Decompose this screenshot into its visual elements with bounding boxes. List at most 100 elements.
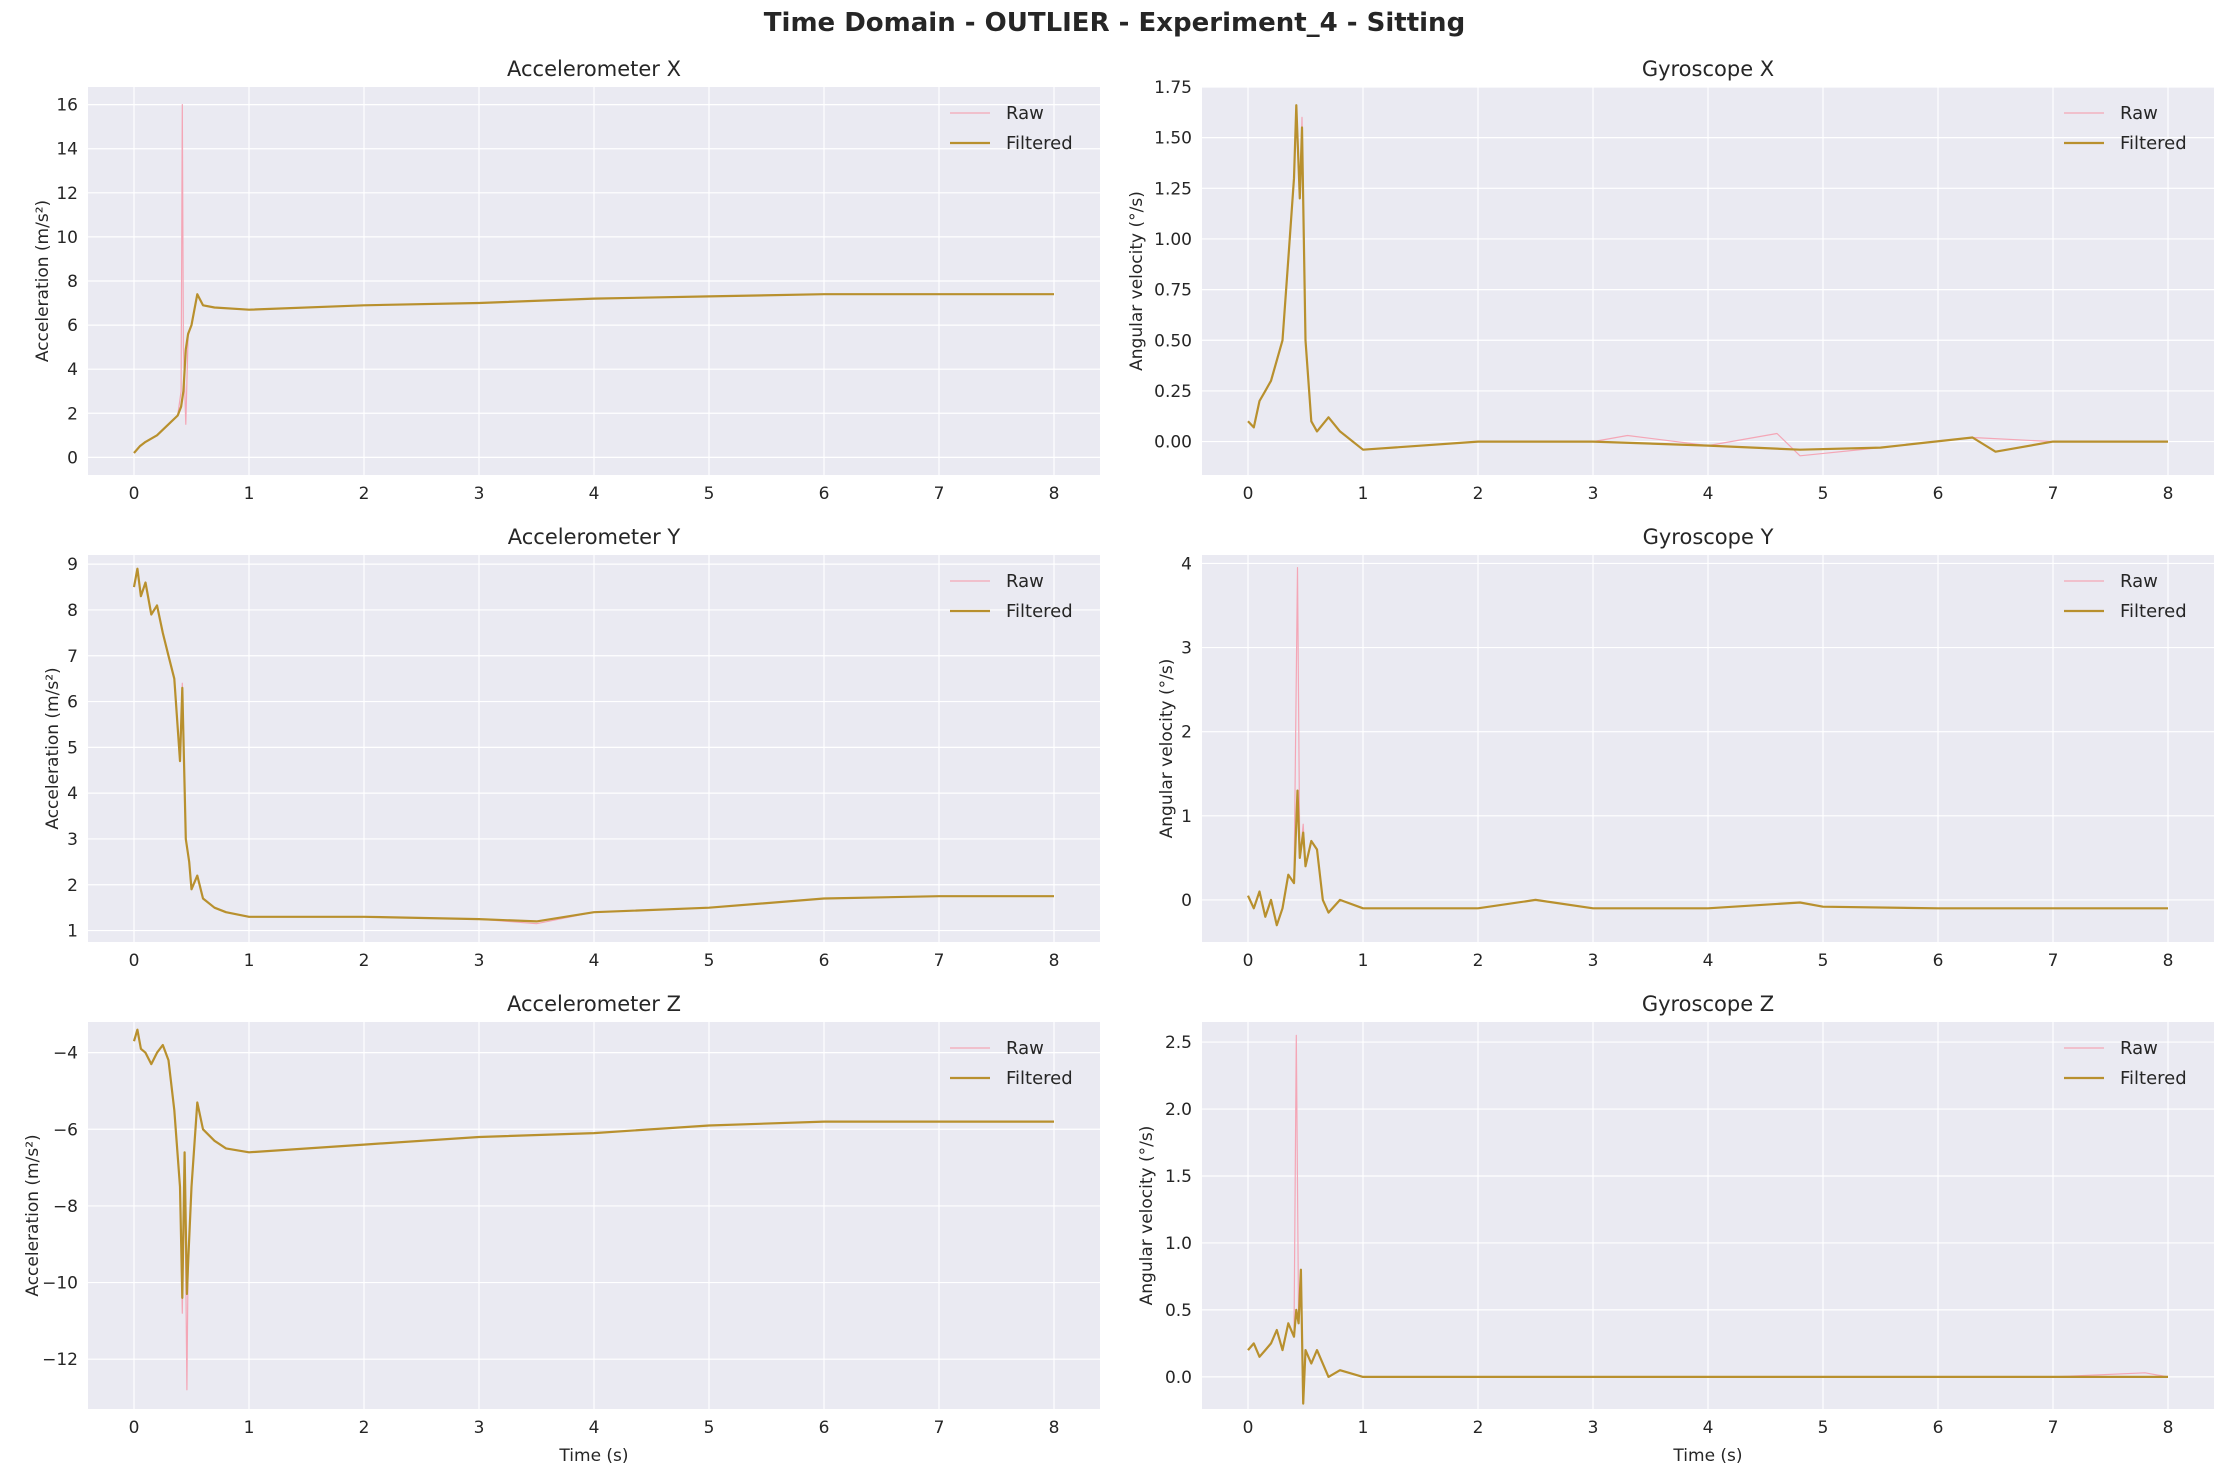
chart-4-xtick-label: 7 xyxy=(934,1418,945,1438)
chart-4-legend-label-filtered: Filtered xyxy=(1006,1068,1073,1089)
chart-2-xtick-label: 4 xyxy=(589,951,600,971)
chart-5-panel: 0 1 2 3 4 5 6 7 8 0.0 0.5 1.0 1.5 2.0 2.5 Gyroscope Z An… xyxy=(1137,992,2214,1466)
chart-4-legend-label-raw: Raw xyxy=(1006,1038,1044,1059)
chart-1-panel: 0 1 2 3 4 5 6 7 8 0.00 0.25 0.50 0.75 1.00 1.25 1.50 1.7… xyxy=(1127,57,2214,504)
chart-2-ytick-label: 7 xyxy=(67,647,78,667)
chart-0-legend-label-raw: Raw xyxy=(1006,103,1044,124)
chart-1-xtick-label: 6 xyxy=(1933,484,1944,504)
chart-5-legend-label-raw: Raw xyxy=(2120,1038,2158,1059)
chart-2-ytick-label: 3 xyxy=(67,830,78,850)
chart-2-ytick-label: 2 xyxy=(67,876,78,896)
chart-2-ytick-label: 9 xyxy=(67,555,78,575)
chart-5-xtick-label: 2 xyxy=(1473,1418,1484,1438)
chart-1-ytick-label: 1.75 xyxy=(1154,78,1192,98)
chart-2-ytick-label: 8 xyxy=(67,601,78,621)
figure-suptitle: Time Domain - OUTLIER - Experiment_4 - S… xyxy=(763,8,1466,38)
chart-1-title: Gyroscope X xyxy=(1642,57,1774,81)
chart-0-ytick-label: 8 xyxy=(67,272,78,292)
chart-0-xtick-label: 3 xyxy=(474,484,485,504)
chart-2-ytick-label: 4 xyxy=(67,784,78,804)
chart-2-xtick-label: 0 xyxy=(129,951,140,971)
chart-4-xtick-label: 1 xyxy=(244,1418,255,1438)
chart-5-ytick-label: 2.5 xyxy=(1165,1033,1192,1053)
chart-2-xtick-label: 8 xyxy=(1049,951,1060,971)
chart-5-xtick-label: 4 xyxy=(1703,1418,1714,1438)
chart-2-ytick-label: 1 xyxy=(67,922,78,942)
chart-1-xtick-label: 7 xyxy=(2048,484,2059,504)
chart-1-ytick-label: 0.00 xyxy=(1154,433,1192,453)
chart-1-xtick-label: 2 xyxy=(1473,484,1484,504)
chart-0-xtick-label: 6 xyxy=(819,484,830,504)
chart-4-xtick-label: 3 xyxy=(474,1418,485,1438)
chart-1-ytick-label: 1.25 xyxy=(1154,179,1192,199)
chart-3-series-filtered-line xyxy=(1247,789,2168,927)
chart-1-ytick-label: 0.50 xyxy=(1154,331,1192,351)
chart-5-xtick-label: 5 xyxy=(1818,1418,1829,1438)
chart-5-xtick-label: 7 xyxy=(2048,1418,2059,1438)
chart-4-xtick-label: 8 xyxy=(1049,1418,1060,1438)
chart-1-xtick-label: 1 xyxy=(1358,484,1369,504)
chart-5-series-filtered-line xyxy=(1247,1268,2168,1405)
chart-1-ylabel: Angular velocity (°/s) xyxy=(1127,191,1147,371)
chart-3-xtick-label: 6 xyxy=(1933,951,1944,971)
chart-0-ytick-label: 6 xyxy=(67,316,78,336)
chart-0-title: Accelerometer X xyxy=(507,57,681,81)
chart-3-xtick-label: 0 xyxy=(1243,951,1254,971)
chart-2-xtick-label: 1 xyxy=(244,951,255,971)
chart-2-legend-label-filtered: Filtered xyxy=(1006,601,1073,622)
chart-3-panel: 0 1 2 3 4 5 6 7 8 0 1 2 3 4 Gyroscope Y Angular velocit… xyxy=(1157,525,2214,971)
chart-0-ytick-label: 14 xyxy=(56,140,78,160)
chart-5-xtick-label: 0 xyxy=(1243,1418,1254,1438)
chart-5-ytick-label: 0.0 xyxy=(1165,1368,1192,1388)
chart-3-ytick-label: 1 xyxy=(1181,807,1192,827)
chart-3-xtick-label: 4 xyxy=(1703,951,1714,971)
chart-1-ytick-label: 1.50 xyxy=(1154,129,1192,149)
chart-0-xtick-label: 2 xyxy=(359,484,370,504)
chart-1-xtick-label: 5 xyxy=(1818,484,1829,504)
chart-5-xlabel: Time (s) xyxy=(1672,1446,1742,1466)
chart-4-ytick-label: −12 xyxy=(42,1350,78,1370)
chart-3-ytick-label: 3 xyxy=(1181,639,1192,659)
chart-5-ytick-label: 0.5 xyxy=(1165,1301,1192,1321)
chart-3-title: Gyroscope Y xyxy=(1643,525,1774,549)
chart-2-panel: 0 1 2 3 4 5 6 7 8 1 2 3 4 5 6 7 8 9 Accelerometer Y Acceler… xyxy=(43,525,1100,971)
chart-3-ylabel: Angular velocity (°/s) xyxy=(1157,659,1177,839)
chart-0-ytick-label: 2 xyxy=(67,404,78,424)
chart-1-ytick-label: 0.75 xyxy=(1154,281,1192,301)
chart-2-series-filtered-line xyxy=(132,567,1054,923)
chart-2-legend-label-raw: Raw xyxy=(1006,571,1044,592)
chart-0-xtick-label: 0 xyxy=(129,484,140,504)
chart-0-legend-label-filtered: Filtered xyxy=(1006,133,1073,154)
chart-1-ytick-label: 1.00 xyxy=(1154,230,1192,250)
chart-1-ytick-label: 0.25 xyxy=(1154,382,1192,402)
chart-3-legend-label-raw: Raw xyxy=(2120,571,2158,592)
chart-5-legend-label-filtered: Filtered xyxy=(2120,1068,2187,1089)
chart-3-xtick-label: 3 xyxy=(1588,951,1599,971)
chart-2-xtick-label: 5 xyxy=(704,951,715,971)
chart-2-xtick-label: 2 xyxy=(359,951,370,971)
chart-5-xtick-label: 8 xyxy=(2163,1418,2174,1438)
chart-5-xtick-label: 3 xyxy=(1588,1418,1599,1438)
chart-3-xtick-label: 2 xyxy=(1473,951,1484,971)
chart-0-ytick-label: 12 xyxy=(56,184,78,204)
chart-4-xtick-label: 5 xyxy=(704,1418,715,1438)
chart-2-title: Accelerometer Y xyxy=(508,525,681,549)
chart-4-series-filtered-line xyxy=(132,1028,1054,1299)
chart-0-ytick-label: 10 xyxy=(56,228,78,248)
chart-0-ytick-label: 16 xyxy=(56,96,78,116)
chart-2-xtick-label: 6 xyxy=(819,951,830,971)
chart-1-xtick-label: 4 xyxy=(1703,484,1714,504)
chart-4-ylabel: Acceleration (m/s²) xyxy=(23,1134,43,1296)
chart-1-legend-label-filtered: Filtered xyxy=(2120,133,2187,154)
chart-0-series-filtered-line xyxy=(133,293,1054,454)
chart-0-ylabel: Acceleration (m/s²) xyxy=(33,200,53,362)
chart-1-xtick-label: 0 xyxy=(1243,484,1254,504)
chart-0-xtick-label: 5 xyxy=(704,484,715,504)
chart-3-xtick-label: 7 xyxy=(2048,951,2059,971)
chart-0-xtick-label: 1 xyxy=(244,484,255,504)
chart-3-xtick-label: 1 xyxy=(1358,951,1369,971)
chart-1-xtick-label: 8 xyxy=(2163,484,2174,504)
